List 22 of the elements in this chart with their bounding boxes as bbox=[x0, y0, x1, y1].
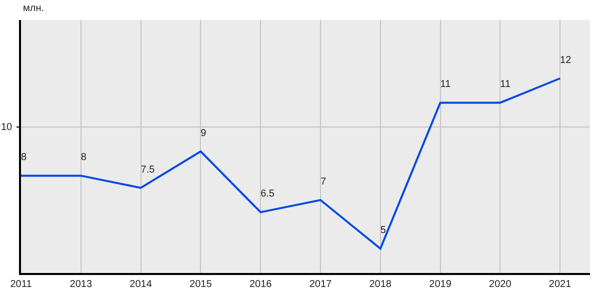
x-tick-label: 2021 bbox=[548, 279, 572, 290]
x-tick-label: 2018 bbox=[369, 279, 392, 290]
x-tick-label: 2016 bbox=[249, 279, 272, 290]
data-label: 8 bbox=[80, 152, 87, 164]
data-label: 6.5 bbox=[260, 188, 275, 200]
x-tick-label: 2020 bbox=[489, 279, 512, 290]
data-label: 8 bbox=[21, 152, 27, 164]
text: млн. bbox=[23, 3, 44, 14]
data-label: 12 bbox=[560, 54, 572, 66]
data-label: 7 bbox=[320, 176, 326, 188]
ref-line-label: 10 bbox=[1, 122, 13, 133]
x-tick-label: 2017 bbox=[309, 279, 332, 290]
x-tick-label: 2015 bbox=[190, 279, 212, 290]
data-label: 5 bbox=[380, 225, 386, 236]
x-tick-label: 2011 bbox=[10, 279, 32, 290]
data-label: 9 bbox=[200, 128, 207, 139]
data-label: 11 bbox=[500, 79, 511, 90]
x-tick-label: 2014 bbox=[130, 279, 152, 290]
x-tick-label: 2019 bbox=[429, 279, 452, 290]
data-label: 7.5 bbox=[140, 164, 156, 176]
data-label: 11 bbox=[440, 79, 452, 90]
x-tick-label: 2013 bbox=[70, 279, 92, 290]
